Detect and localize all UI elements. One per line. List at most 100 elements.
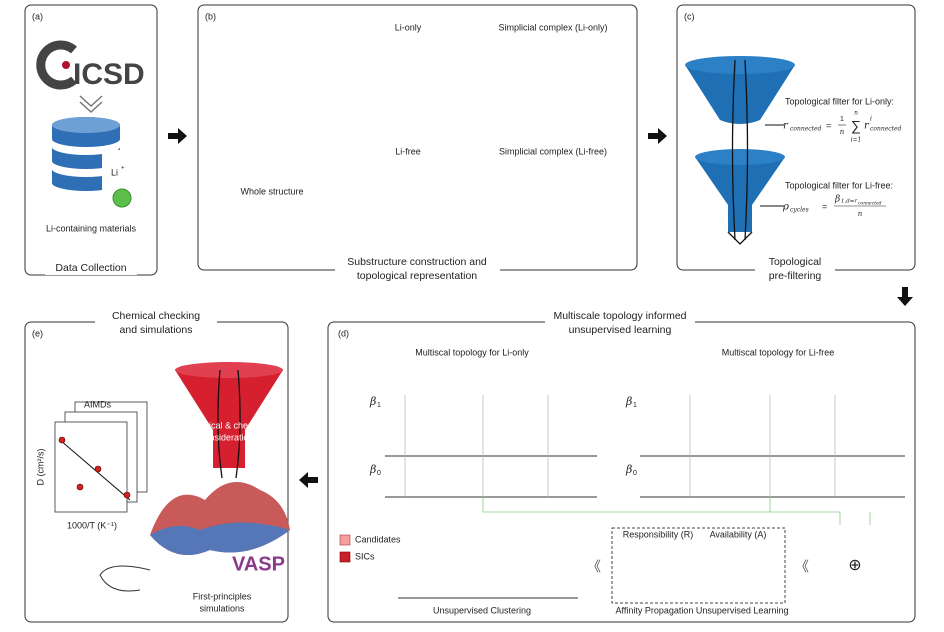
- panel-d: Multiscale topology informed unsupervise…: [327, 308, 916, 623]
- label: (c): [684, 11, 695, 21]
- panel-d-shape: [339, 551, 351, 563]
- label: pre-filtering: [769, 270, 822, 282]
- label: β: [625, 395, 632, 408]
- label: n: [854, 110, 858, 117]
- label: Topological filter for Li-only:: [785, 96, 894, 106]
- panel-d-shape: ⊕: [848, 557, 861, 574]
- panel-e-shape-shape: [123, 491, 131, 499]
- panel-c: (c) Topological filter for Li-only: r co…: [676, 4, 916, 285]
- label: 1: [633, 402, 637, 409]
- panel-c-shape: [685, 56, 795, 74]
- label: Li-only: [395, 22, 422, 32]
- label: Li-containing materials: [46, 223, 137, 233]
- label: +: [121, 166, 125, 172]
- label: simulations: [199, 603, 245, 613]
- panel-c-shape: [695, 157, 785, 232]
- panel-d-shape: 《: [795, 559, 809, 575]
- label: 1: [377, 402, 381, 409]
- label: 1000/T (K⁻¹): [67, 520, 117, 530]
- panel-e: Chemical checking and simulations (e) AI…: [24, 308, 290, 623]
- label: unsupervised learning: [569, 324, 672, 336]
- label: ρ: [782, 202, 789, 213]
- label: connected: [870, 126, 902, 133]
- panel-b-shape: [197, 4, 638, 271]
- panel-d-shape: 《: [587, 559, 601, 575]
- label: Affinity Propagation Unsupervised Learni…: [616, 605, 789, 615]
- label: =: [826, 120, 831, 130]
- label: Multiscale topology informed: [553, 310, 686, 322]
- label: Whole structure: [240, 186, 303, 196]
- label: Li-free: [395, 146, 421, 156]
- panel-e-shape-shape: [94, 465, 102, 473]
- label: =: [822, 201, 827, 211]
- label: SICs: [355, 551, 375, 561]
- label: Candidates: [355, 534, 401, 544]
- panel-d-shape: [327, 321, 916, 623]
- label: 0: [633, 470, 637, 477]
- label: Availability (A): [710, 529, 767, 539]
- panel-d-shape: [339, 534, 351, 546]
- label: Chemical checking: [112, 310, 200, 322]
- panel-c-shape: [685, 65, 795, 124]
- panel-e-shape: [175, 362, 283, 378]
- label: (b): [205, 11, 216, 21]
- label: Substructure construction and: [347, 256, 487, 268]
- panel-e-shape: [95, 308, 217, 338]
- label: 0: [377, 470, 381, 477]
- label: topological representation: [357, 270, 477, 282]
- label: i: [870, 116, 872, 123]
- flow-arrows-shape: [299, 472, 318, 488]
- panel-c-shape: [727, 231, 753, 245]
- label: Unsupervised Clustering: [433, 605, 531, 615]
- label: Multiscal topology for Li-free: [722, 347, 835, 357]
- panel-a-shape: [79, 95, 103, 114]
- label: β: [834, 195, 840, 205]
- label: ∑: [851, 118, 861, 134]
- label: r: [864, 121, 870, 132]
- panel-a-shape: [45, 261, 137, 275]
- panel-e-shape: [217, 369, 241, 479]
- flow-arrows-shape: [648, 128, 667, 144]
- label: VASP: [232, 553, 285, 575]
- panel-d-shape: [404, 395, 836, 497]
- panel-e-shape: [150, 522, 290, 555]
- panel-a-shape: [102, 150, 132, 190]
- label: β: [369, 463, 376, 476]
- label: (a): [32, 11, 43, 21]
- label: (e): [32, 328, 43, 338]
- panel-e-shape-shape: [76, 483, 84, 491]
- panel-d-shape: [482, 497, 871, 525]
- flow-arrows: [168, 128, 913, 488]
- label: n: [840, 128, 845, 136]
- panel-c-shape: [695, 149, 785, 165]
- label: 1: [840, 116, 844, 123]
- label: AIMDs: [84, 399, 112, 409]
- label: β: [625, 463, 632, 476]
- panel-a: (a) ICSD Li + Li-containing materials Da…: [24, 4, 158, 276]
- label: and simulations: [120, 324, 193, 336]
- label: Simplicial complex (Li-free): [499, 146, 607, 156]
- panel-b-shape: [335, 255, 500, 285]
- label: Topological filter for Li-free:: [785, 180, 893, 190]
- label: Simplicial complex (Li-only): [498, 22, 607, 32]
- flow-arrows-shape: [168, 128, 187, 144]
- label: Data Collection: [55, 262, 126, 274]
- panel-a-shape: [112, 188, 132, 208]
- panel-a-shape: [36, 40, 77, 90]
- label: connected: [790, 126, 822, 133]
- label: Multiscal topology for Li-only: [415, 347, 529, 357]
- label: β: [369, 395, 376, 408]
- panel-b: (b) Li-only Simplicial complex (Li-only)…: [197, 4, 638, 285]
- panel-c-shape: [676, 4, 916, 271]
- label: n: [858, 210, 863, 218]
- label: r: [783, 121, 789, 132]
- label: 1,d=r: [841, 199, 857, 205]
- panel-d-shape: [611, 527, 786, 604]
- panel-c-shape: [755, 255, 835, 285]
- flow-arrows-shape: [897, 287, 913, 306]
- panel-d-shape: [545, 308, 695, 338]
- label: Responsibility (R): [623, 529, 694, 539]
- label: D (cm²/s): [35, 449, 45, 486]
- label: Physical & chemical: [189, 420, 269, 430]
